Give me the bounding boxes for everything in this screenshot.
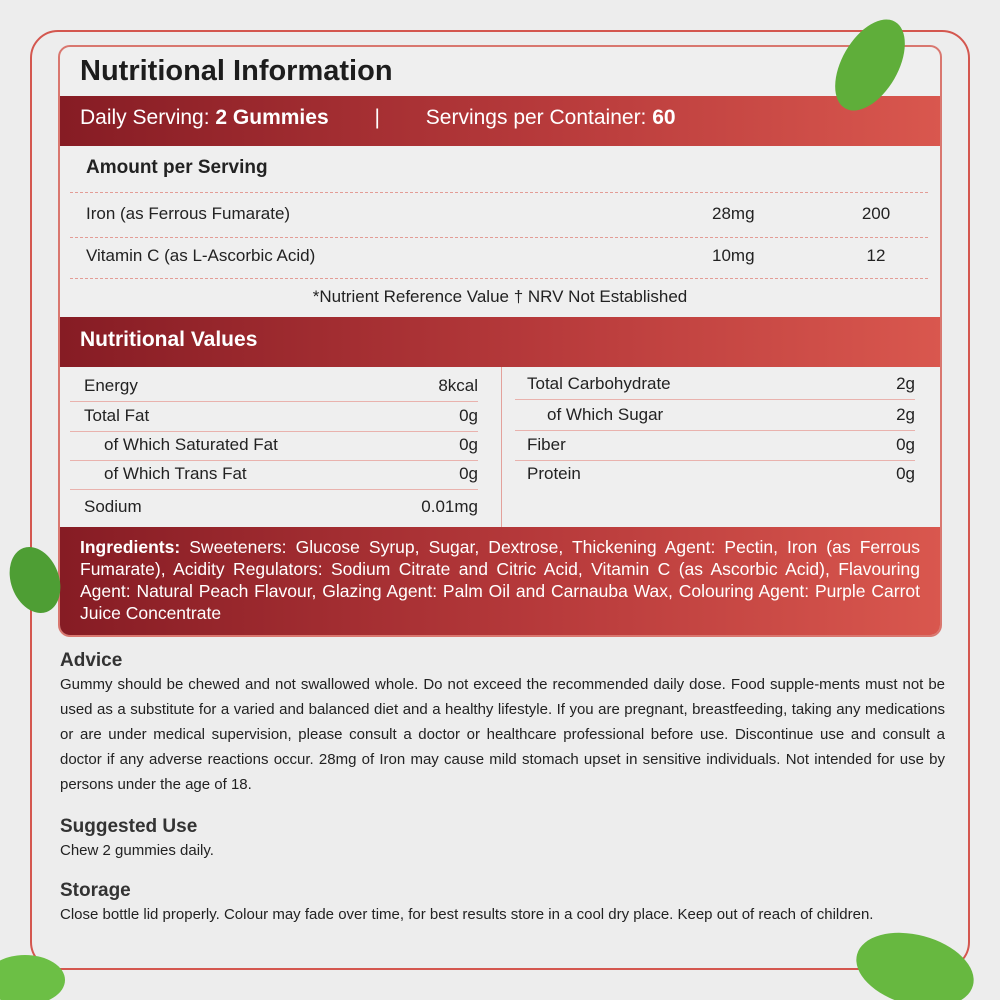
value-name: Fiber bbox=[527, 435, 566, 454]
value-name: of Which Trans Fat bbox=[104, 464, 247, 483]
value-amount: 8kcal bbox=[438, 376, 478, 395]
advice-text: Gummy should be chewed and not swallowed… bbox=[60, 676, 945, 793]
value-row: of Which Saturated Fat 0g bbox=[70, 431, 478, 461]
ingredients: Ingredients: Sweeteners: Glucose Syrup, … bbox=[60, 527, 940, 635]
container-value: 60 bbox=[652, 106, 676, 129]
suggested-use-heading: Suggested Use bbox=[60, 816, 198, 837]
nutrient-row: Iron (as Ferrous Fumarate) 28mg 200 bbox=[86, 204, 940, 224]
serving-header: Daily Serving: 2 Gummies | Servings per … bbox=[60, 96, 940, 146]
ingredients-text: Sweeteners: Glucose Syrup, Sugar, Dextro… bbox=[80, 537, 920, 623]
nutrient-amount: 28mg bbox=[712, 204, 755, 223]
outer-border bbox=[30, 30, 970, 970]
value-row: of Which Sugar 2g bbox=[515, 401, 915, 431]
advice-section: Advice Gummy should be chewed and not sw… bbox=[60, 650, 945, 797]
value-row: of Which Trans Fat 0g bbox=[70, 460, 478, 490]
storage-heading: Storage bbox=[60, 880, 131, 901]
value-name: of Which Sugar bbox=[547, 405, 664, 424]
divider bbox=[70, 278, 928, 279]
advice-heading: Advice bbox=[60, 650, 123, 671]
nutrient-name: Vitamin C (as L-Ascorbic Acid) bbox=[86, 246, 316, 265]
nutrient-row: Vitamin C (as L-Ascorbic Acid) 10mg 12 bbox=[86, 246, 940, 266]
value-amount: 0.01mg bbox=[421, 497, 478, 516]
leaf-icon bbox=[9, 547, 61, 613]
value-row: Total Carbohydrate 2g bbox=[515, 370, 915, 400]
serving-value: 2 Gummies bbox=[215, 106, 329, 129]
value-row: Fiber 0g bbox=[515, 431, 915, 461]
ingredients-label: Ingredients: bbox=[80, 537, 181, 557]
leaf-icon bbox=[856, 932, 974, 1000]
value-amount: 2g bbox=[896, 405, 915, 424]
value-name: Total Carbohydrate bbox=[527, 374, 671, 393]
value-name: Total Fat bbox=[84, 406, 150, 425]
value-amount: 0g bbox=[896, 435, 915, 454]
page-title: Nutritional Information bbox=[80, 55, 393, 87]
column-divider bbox=[501, 367, 502, 527]
values-grid: Energy 8kcal Total Fat 0g of Which Saturat… bbox=[60, 367, 940, 527]
value-amount: 0g bbox=[896, 464, 915, 483]
value-row: Sodium 0.01mg bbox=[70, 493, 478, 523]
serving-label: Daily Serving: bbox=[80, 106, 210, 129]
value-name: of Which Saturated Fat bbox=[104, 435, 278, 454]
nutrient-amount: 10mg bbox=[712, 246, 755, 265]
divider bbox=[70, 237, 928, 238]
value-amount: 0g bbox=[459, 435, 478, 454]
amount-heading: Amount per Serving bbox=[86, 157, 268, 178]
value-amount: 0g bbox=[459, 406, 478, 425]
value-name: Protein bbox=[527, 464, 581, 483]
suggested-use-text: Chew 2 gummies daily. bbox=[60, 842, 214, 859]
storage-text: Close bottle lid properly. Colour may fa… bbox=[60, 906, 874, 923]
value-amount: 0g bbox=[459, 464, 478, 483]
container-label: Servings per Container: bbox=[425, 106, 647, 129]
divider bbox=[70, 192, 928, 193]
nutrient-nrv: 12 bbox=[866, 246, 886, 265]
nutrient-nrv: 200 bbox=[861, 204, 891, 223]
leaf-icon bbox=[0, 955, 65, 1000]
storage-section: Storage Close bottle lid properly. Colou… bbox=[60, 880, 945, 927]
nutrition-panel: Nutritional Information Daily Serving: 2… bbox=[58, 45, 942, 637]
value-row: Total Fat 0g bbox=[70, 402, 478, 432]
nrv-note: *Nutrient Reference Value † NRV Not Esta… bbox=[312, 287, 688, 306]
value-name: Sodium bbox=[84, 497, 142, 516]
value-amount: 2g bbox=[896, 374, 915, 393]
value-row: Protein 0g bbox=[515, 460, 915, 490]
values-heading: Nutritional Values bbox=[60, 317, 940, 367]
value-name: Energy bbox=[84, 376, 138, 395]
nutrient-name: Iron (as Ferrous Fumarate) bbox=[86, 204, 291, 223]
leaf-icon bbox=[835, 19, 905, 111]
separator: | bbox=[374, 106, 380, 129]
suggested-use-section: Suggested Use Chew 2 gummies daily. bbox=[60, 816, 945, 863]
value-row: Energy 8kcal bbox=[70, 372, 478, 402]
